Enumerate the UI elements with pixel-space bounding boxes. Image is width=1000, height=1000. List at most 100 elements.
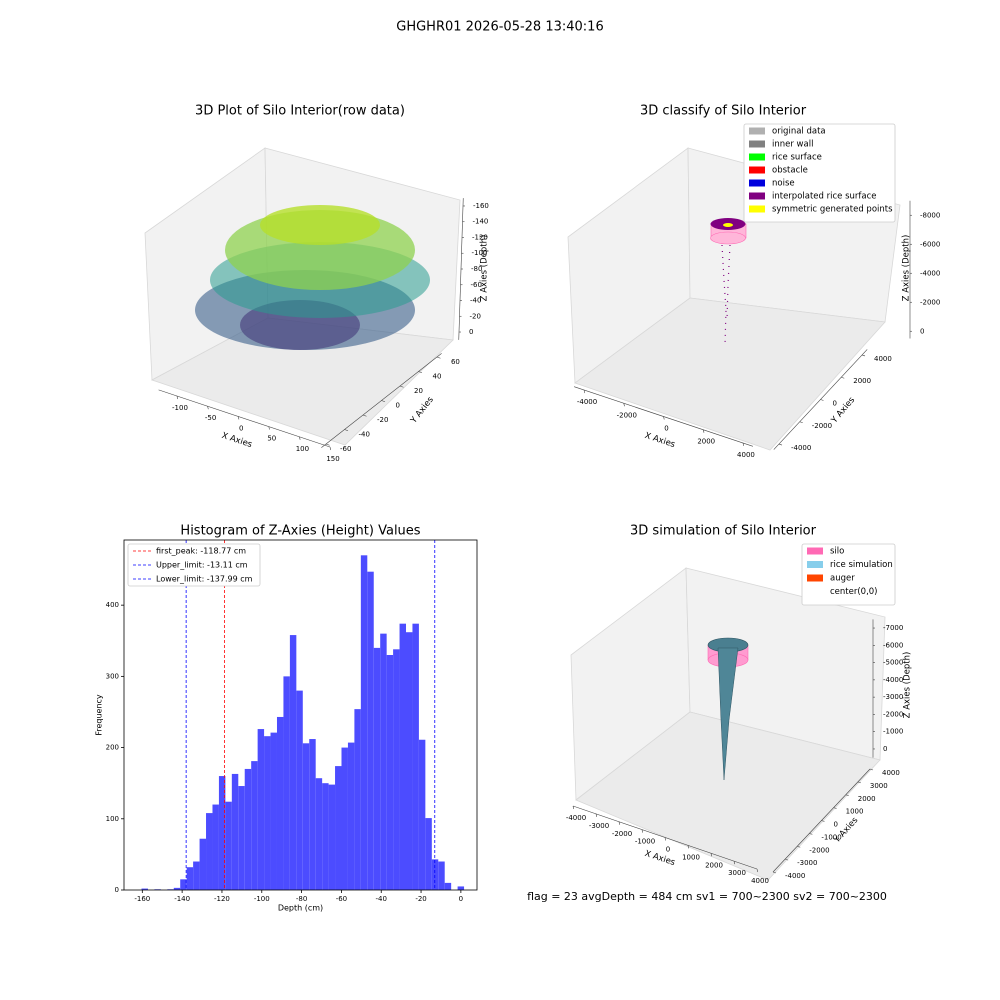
y-axis-label: Frequency: [95, 694, 104, 736]
z-tick-label: -140: [473, 218, 489, 226]
bar: [173, 887, 181, 890]
z-tick-label: -20: [470, 312, 481, 320]
y-axis-label: Y Axies: [408, 395, 436, 427]
y-tick: [820, 399, 824, 401]
x-tick-label: 2000: [697, 438, 715, 446]
bar: [418, 739, 426, 890]
x-tick: [618, 821, 621, 825]
y-tick: [325, 443, 330, 446]
y-tick: [418, 371, 423, 374]
bar: [264, 736, 271, 890]
y-tick-label: -2000: [809, 846, 829, 854]
x-tick-label: -50: [205, 414, 216, 422]
y-tick: [362, 414, 367, 417]
legend-label: silo: [830, 547, 844, 557]
x-axis-label: X Axies: [220, 431, 253, 450]
bar: [347, 742, 355, 890]
y-tick: [857, 781, 861, 784]
y-tick-label: -40: [359, 430, 370, 438]
legend-label: Lower_limit: -137.99 cm: [156, 575, 253, 584]
y-tick: [344, 429, 349, 432]
legend-label: inner wall: [772, 140, 813, 150]
bar: [328, 784, 336, 890]
legend-swatch: [749, 192, 765, 200]
plot-frame: [123, 539, 478, 891]
z-tick-label: 0: [920, 327, 924, 335]
y-tick-label: 20: [414, 387, 423, 395]
x-axis-line: [158, 389, 331, 448]
chart-title: 3D simulation of Silo Interior: [630, 524, 817, 539]
x-tick: [710, 853, 713, 857]
legend-swatch: [749, 179, 765, 187]
x-tick-label: -60: [336, 895, 347, 903]
legend-label: noise: [772, 179, 795, 189]
legend-box: [801, 543, 896, 606]
x-tick: [756, 868, 759, 873]
z-tick-label: -40: [470, 297, 481, 305]
legend-label: rice simulation: [830, 560, 893, 570]
footer-text: flag = 23 avgDepth = 484 cm sv1 = 700~23…: [527, 890, 887, 903]
legend-label: auger: [830, 574, 855, 584]
legend-swatch: [807, 547, 823, 555]
x-tick-label: -100: [172, 404, 188, 412]
z-tick-label: -8000: [920, 211, 940, 219]
y-tick: [772, 871, 777, 874]
y-tick: [809, 833, 813, 835]
bar: [360, 555, 368, 890]
bar: [199, 838, 207, 890]
x-tick-label: -2000: [612, 830, 632, 838]
y-tick: [841, 376, 845, 379]
legend-swatch: [749, 166, 765, 174]
legend-label: center(0,0): [830, 587, 878, 597]
y-tick: [785, 858, 789, 861]
z-tick-label: -6000: [920, 240, 940, 248]
bar: [231, 773, 239, 890]
x-tick-label: 0: [666, 846, 670, 854]
legend-box: [127, 543, 261, 587]
y-tick-label: 4000: [882, 769, 900, 777]
x-tick-label: 50: [267, 435, 276, 443]
bar: [322, 783, 329, 890]
y-tick-label: -60: [340, 445, 351, 453]
y-tick-label: 0: [834, 821, 838, 829]
y-tick-label: -20: [377, 416, 388, 424]
x-tick: [268, 426, 270, 430]
bar: [257, 729, 265, 890]
bar: [206, 813, 213, 890]
bar: [309, 739, 316, 890]
y-tick-label: 400: [106, 601, 119, 609]
legend-label: rice surface: [772, 153, 822, 163]
x-tick: [572, 805, 575, 810]
chart-title: Histogram of Z-Axies (Height) Values: [180, 524, 420, 539]
z-tick-label: -60: [471, 281, 482, 289]
bar: [425, 818, 432, 890]
bar: [296, 690, 303, 890]
figure-title: GHGHR01 2026-05-28 13:40:16: [396, 20, 603, 35]
x-tick: [176, 395, 179, 400]
x-tick-label: -140: [174, 895, 190, 903]
z-tick-label: -5000: [883, 659, 903, 667]
bar: [373, 647, 381, 890]
x-tick-label: 2000: [705, 861, 723, 869]
y-tick: [797, 845, 801, 848]
bar: [393, 649, 400, 890]
bar: [251, 761, 258, 890]
y-tick: [821, 820, 825, 822]
x-tick-label: -1000: [635, 838, 655, 846]
x-tick-label: 0: [239, 424, 243, 432]
x-tick: [702, 429, 705, 433]
legend-label: interpolated rice surface: [772, 192, 877, 202]
x-tick-label: -160: [134, 895, 150, 903]
z-tick-label: -3000: [883, 693, 903, 701]
y-tick: [436, 356, 441, 359]
z-axis-label: Z Axies (Depth): [480, 235, 490, 302]
z-tick-label: -80: [471, 265, 482, 273]
x-axis-label: X Axies: [643, 431, 676, 450]
y-tick-label: 4000: [874, 355, 892, 363]
bar: [412, 623, 419, 890]
x-tick-label: -120: [214, 895, 230, 903]
bar: [186, 867, 194, 890]
legend-label: first_peak: -118.77 cm: [156, 547, 246, 556]
x-axis-label: X Axies: [643, 849, 676, 868]
